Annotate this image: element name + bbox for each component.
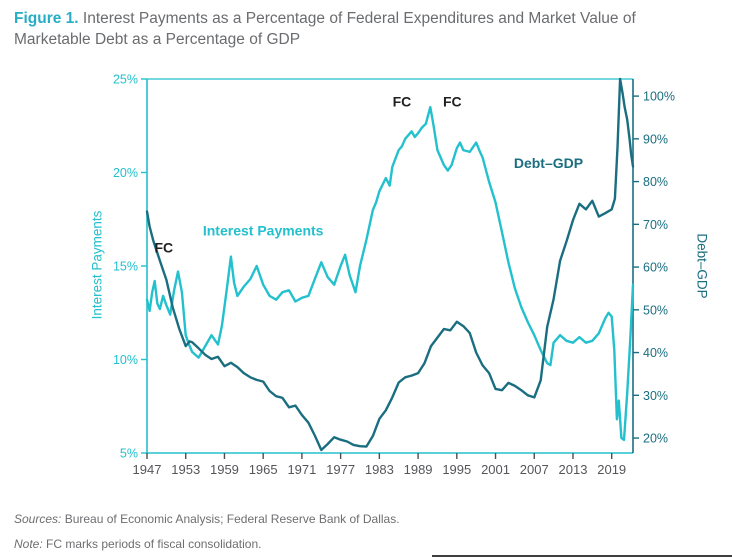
bottom-divider	[432, 555, 732, 557]
sources-text: Bureau of Economic Analysis; Federal Res…	[64, 512, 400, 526]
left-tick-label: 25%	[113, 73, 138, 87]
x-tick-label: 1995	[442, 462, 471, 477]
right-tick-label: 100%	[643, 90, 675, 104]
figure-label: Figure 1.	[14, 10, 79, 27]
x-tick-label: 1971	[287, 462, 316, 477]
right-tick-label: 20%	[643, 432, 668, 446]
right-axis-title: Debt–GDP	[694, 233, 710, 299]
fc-annotation: FC	[154, 239, 173, 255]
left-tick-label: 15%	[113, 260, 138, 274]
left-tick-label: 5%	[120, 447, 138, 461]
left-axis-title: Interest Payments	[89, 210, 105, 320]
series-label-annotation: Debt–GDP	[514, 155, 583, 171]
series-interest-payments	[145, 105, 635, 442]
figure-title-text: Interest Payments as a Percentage of Fed…	[14, 10, 636, 48]
x-tick-label: 1965	[249, 462, 278, 477]
sources-label: Sources:	[14, 512, 62, 526]
fc-annotation: FC	[443, 93, 462, 109]
series-debt-gdp	[145, 77, 635, 452]
right-tick-label: 80%	[643, 175, 668, 189]
x-tick-label: 1947	[133, 462, 162, 477]
right-tick-label: 40%	[643, 346, 668, 360]
figure-caption: Figure 1. Interest Payments as a Percent…	[14, 8, 716, 50]
right-tick-label: 90%	[643, 132, 668, 146]
x-tick-label: 2013	[559, 462, 588, 477]
right-tick-label: 70%	[643, 218, 668, 232]
sources-line: Sources: Bureau of Economic Analysis; Fe…	[14, 512, 400, 526]
x-tick-label: 2007	[520, 462, 549, 477]
note-label: Note:	[14, 537, 43, 551]
note-text: FC marks periods of fiscal consolidation…	[46, 537, 262, 551]
x-tick-label: 1959	[210, 462, 239, 477]
right-tick-label: 60%	[643, 261, 668, 275]
x-tick-label: 2019	[597, 462, 626, 477]
fc-annotation: FC	[393, 93, 412, 109]
x-tick-label: 1989	[404, 462, 433, 477]
left-tick-label: 20%	[113, 166, 138, 180]
right-tick-label: 50%	[643, 303, 668, 317]
note-line: Note: FC marks periods of fiscal consoli…	[14, 537, 261, 551]
x-tick-label: 2001	[481, 462, 510, 477]
left-tick-label: 10%	[113, 353, 138, 367]
series-label-annotation: Interest Payments	[203, 222, 324, 238]
x-tick-label: 1983	[365, 462, 394, 477]
right-tick-label: 30%	[643, 389, 668, 403]
x-tick-label: 1953	[171, 462, 200, 477]
x-tick-label: 1977	[326, 462, 355, 477]
